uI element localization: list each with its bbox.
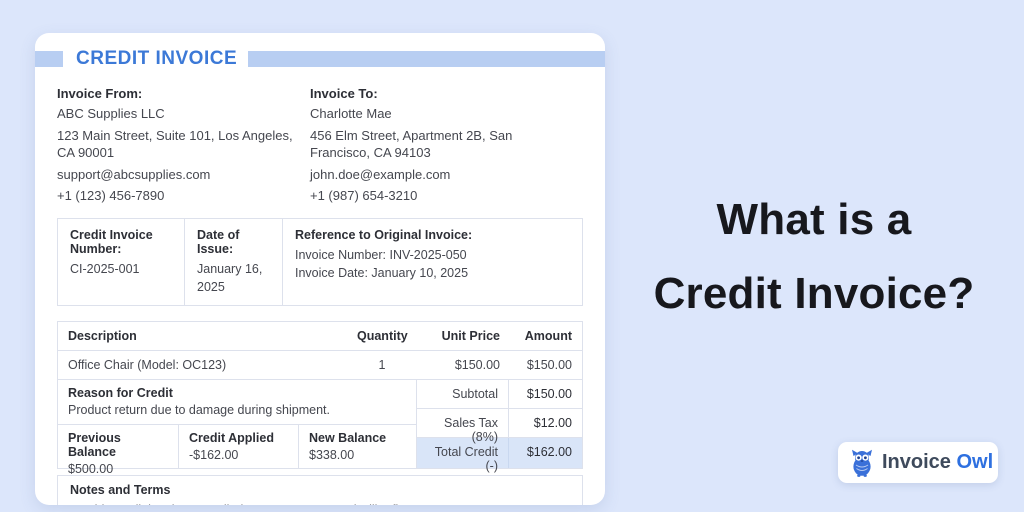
item-unit-price: $150.00 [454, 357, 500, 372]
previous-balance-cell: Previous Balance $500.00 [58, 424, 179, 476]
new-balance-cell: New Balance $338.00 [299, 425, 416, 468]
address-section: Invoice From: ABC Supplies LLC 123 Main … [57, 86, 583, 205]
sales-tax-row: Sales Tax (8%) $12.00 [417, 408, 582, 444]
reason-for-credit: Reason for Credit Product return due to … [58, 380, 416, 425]
page-title: What is a Credit Invoice? [618, 183, 1010, 331]
reference-cell: Reference to Original Invoice: Invoice N… [283, 219, 582, 305]
invoice-to-block: Invoice To: Charlotte Mae 456 Elm Street… [310, 86, 583, 205]
owl-icon [850, 449, 874, 477]
invoice-to-label: Invoice To: [310, 86, 378, 101]
header-accent-bar-right [248, 51, 605, 67]
credit-invoice-number-value: CI-2025-001 [70, 261, 140, 276]
total-credit-row: Total Credit (-) $162.00 [417, 437, 582, 473]
header-accent-bar-left [35, 51, 63, 67]
notes-label: Notes and Terms [70, 482, 171, 497]
invoice-from-label: Invoice From: [57, 86, 143, 101]
from-company: ABC Supplies LLC [57, 106, 165, 121]
sales-tax-label: Sales Tax (8%) [417, 408, 509, 444]
col-quantity: Quantity [357, 328, 408, 343]
previous-balance-value: $500.00 [68, 461, 114, 476]
brand-name: Invoice Owl [882, 451, 993, 474]
to-address: 456 Elm Street, Apartment 2B, San Franci… [310, 127, 513, 161]
subtotal-value: $150.00 [526, 386, 572, 401]
to-name: Charlotte Mae [310, 106, 392, 121]
sales-tax-value: $12.00 [533, 415, 572, 430]
subtotal-label: Subtotal [417, 379, 509, 408]
total-credit-label: Total Credit (-) [417, 437, 509, 473]
line-items-table: Description Quantity Unit Price Amount O… [57, 320, 583, 476]
invoice-meta-box: Credit Invoice Number: CI-2025-001 Date … [57, 217, 583, 306]
totals-section: Subtotal $150.00 Sales Tax (8%) $12.00 T… [417, 379, 582, 473]
from-address: 123 Main Street, Suite 101, Los Angeles,… [57, 127, 293, 161]
reason-text: Product return due to damage during ship… [68, 402, 330, 417]
from-email: support@abcsupplies.com [57, 166, 211, 182]
credit-applied-cell: Credit Applied -$162.00 [179, 424, 299, 468]
invoice-title: CREDIT INVOICE [76, 48, 238, 69]
reference-invoice-number: Invoice Number: INV-2025-050 [295, 247, 467, 262]
item-quantity: 1 [378, 357, 386, 372]
brand-name-invoice: Invoice [882, 451, 951, 473]
item-description: Office Chair (Model: OC123) [68, 357, 227, 372]
date-of-issue-value: January 16, 2025 [197, 261, 263, 294]
col-amount: Amount [524, 328, 572, 343]
note-item: This credit has been applied to your acc… [87, 500, 570, 505]
date-of-issue-cell: Date of Issue: January 16, 2025 [185, 218, 283, 305]
invoice-header: CREDIT INVOICE [35, 48, 605, 70]
new-balance-label: New Balance [309, 430, 387, 445]
credit-invoice-number-label: Credit Invoice Number: [70, 227, 153, 256]
col-unit-price: Unit Price [441, 328, 500, 343]
brand-name-owl: Owl [956, 451, 994, 473]
notes-and-terms: Notes and Terms This credit has been app… [57, 474, 583, 505]
subtotal-row: Subtotal $150.00 [417, 379, 582, 409]
col-description: Description [68, 328, 137, 343]
table-row: Office Chair (Model: OC123) 1 $150.00 $1… [58, 351, 582, 380]
reference-label: Reference to Original Invoice: [295, 227, 473, 242]
invoice-from-block: Invoice From: ABC Supplies LLC 123 Main … [57, 86, 310, 205]
new-balance-value: $338.00 [309, 447, 355, 462]
table-header-row: Description Quantity Unit Price Amount [58, 322, 582, 351]
to-phone: +1 (987) 654-3210 [310, 188, 418, 204]
credit-applied-label: Credit Applied [189, 430, 274, 445]
reference-invoice-date: Invoice Date: January 10, 2025 [295, 265, 469, 280]
total-credit-value: $162.00 [526, 444, 572, 459]
to-email: john.doe@example.com [310, 166, 451, 182]
credit-invoice-card: CREDIT INVOICE Invoice From: ABC Supplie… [35, 33, 605, 505]
previous-balance-label: Previous Balance [68, 430, 121, 459]
balance-row: Previous Balance $500.00 Credit Applied … [58, 424, 416, 476]
invoiceowl-logo[interactable]: Invoice Owl [838, 442, 998, 483]
reason-label: Reason for Credit [68, 385, 173, 400]
credit-invoice-number-cell: Credit Invoice Number: CI-2025-001 [58, 218, 185, 305]
page-title-line1: What is a [716, 195, 912, 244]
notes-list: This credit has been applied to your acc… [87, 500, 570, 505]
credit-applied-value: -$162.00 [189, 447, 239, 462]
from-phone: +1 (123) 456-7890 [57, 188, 165, 204]
date-of-issue-label: Date of Issue: [197, 227, 240, 256]
page-title-line2: Credit Invoice? [653, 269, 975, 318]
item-amount: $150.00 [526, 357, 572, 372]
